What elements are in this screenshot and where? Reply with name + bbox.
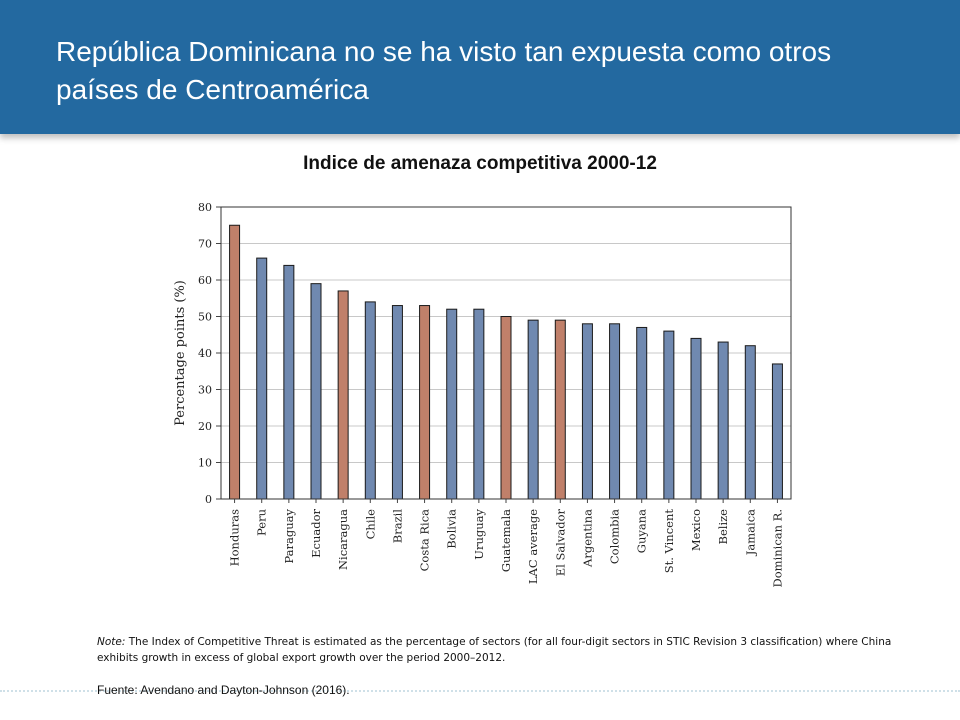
- x-tick-label: Argentina: [580, 509, 594, 568]
- bar: [283, 264, 295, 500]
- x-tick-label: Belize: [716, 509, 730, 545]
- x-tick-label: Honduras: [228, 509, 242, 566]
- chart-note: Note: The Index of Competitive Threat is…: [97, 634, 927, 666]
- bar: [337, 290, 349, 500]
- x-tick-label: St. Vincent: [662, 509, 676, 574]
- note-label: Note:: [97, 636, 126, 648]
- chart-title: Indice de amenaza competitiva 2000-12: [303, 153, 657, 174]
- y-tick-label: 10: [198, 457, 212, 470]
- x-tick-label: Mexico: [689, 509, 703, 551]
- bar: [310, 283, 322, 500]
- x-tick-label: Guatemala: [499, 509, 513, 572]
- y-tick-label: 80: [198, 201, 212, 214]
- bar: [636, 326, 648, 500]
- x-tick-label: Brazil: [390, 509, 404, 544]
- bar: [527, 319, 539, 500]
- x-tick-label: Dominican R.: [770, 509, 784, 587]
- note-text: The Index of Competitive Threat is estim…: [97, 636, 892, 664]
- x-tick-label: Chile: [363, 509, 377, 540]
- x-tick-label: Paraguay: [282, 509, 296, 564]
- y-tick-label: 50: [198, 311, 212, 324]
- x-tick-label: Nicaragua: [336, 509, 350, 570]
- bar-chart: 0 10 20 30 40 50 60 70 80 Percentage points (%) Ho…: [173, 201, 792, 587]
- bar: [690, 337, 702, 500]
- x-tick-label: Peru: [255, 509, 269, 536]
- bar: [256, 257, 268, 500]
- x-tick-label: LAC average: [526, 509, 540, 584]
- bar: [229, 224, 241, 500]
- bar: [473, 308, 485, 500]
- bar: [663, 330, 675, 500]
- footer-divider: [0, 690, 960, 692]
- bar: [364, 301, 376, 500]
- x-tick-label: Ecuador: [309, 509, 323, 558]
- bar: [446, 308, 458, 500]
- x-tick-label: Jamaica: [743, 509, 757, 556]
- x-tick-label: Guyana: [635, 509, 649, 553]
- bar: [609, 323, 621, 500]
- x-tick-label: Colombia: [608, 509, 622, 564]
- plot-frame: [220, 206, 792, 500]
- y-tick-label: 30: [198, 384, 212, 397]
- bar: [500, 316, 512, 500]
- y-tick-label: 40: [198, 347, 212, 360]
- bar: [771, 363, 783, 500]
- source-citation: Fuente: Avendano and Dayton-Johnson (201…: [97, 683, 350, 697]
- bar: [581, 323, 593, 500]
- bar: [419, 305, 431, 500]
- bar: [391, 305, 403, 500]
- slide-title: República Dominicana no se ha visto tan …: [56, 36, 832, 105]
- y-tick-label: 70: [198, 238, 212, 251]
- y-tick-label: 0: [205, 493, 212, 506]
- x-tick-label: Uruguay: [472, 508, 486, 559]
- y-tick-label: 60: [198, 274, 212, 287]
- y-axis-label: Percentage points (%): [173, 280, 188, 426]
- x-tick-label: El Salvador: [553, 509, 567, 577]
- bar: [717, 341, 729, 500]
- bar: [744, 345, 756, 500]
- x-tick-label: Costa Rica: [418, 509, 432, 572]
- y-tick-label: 20: [198, 420, 212, 433]
- bar: [554, 319, 566, 500]
- title-banner: República Dominicana no se ha visto tan …: [0, 0, 960, 134]
- x-tick-label: Bolivia: [445, 509, 459, 549]
